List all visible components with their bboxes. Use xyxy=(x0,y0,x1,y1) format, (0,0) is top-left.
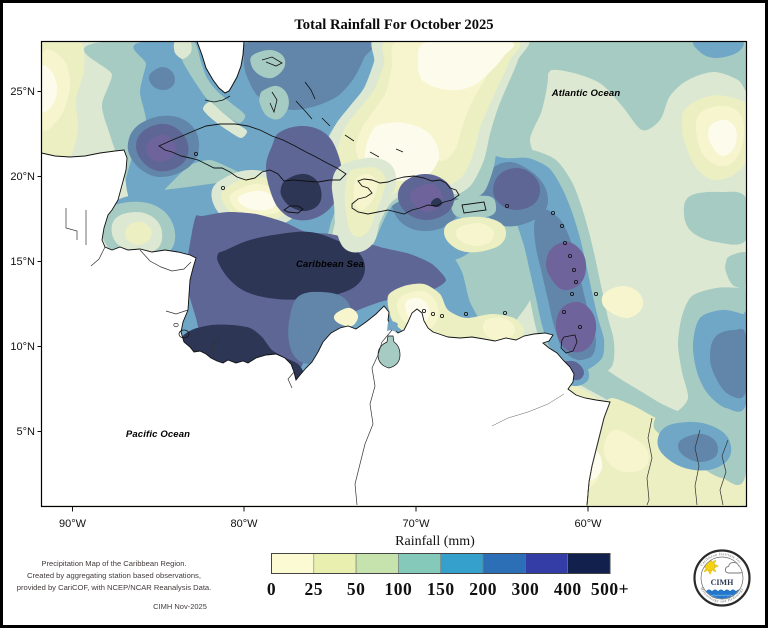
svg-text:90°W: 90°W xyxy=(59,518,87,530)
svg-text:0: 0 xyxy=(267,579,276,599)
svg-text:Pacific Ocean: Pacific Ocean xyxy=(126,429,190,440)
svg-text:15°N: 15°N xyxy=(10,256,35,268)
svg-text:provided by CariCOF, with NCEP: provided by CariCOF, with NCEP/NCAR Rean… xyxy=(17,583,212,592)
svg-text:500+: 500+ xyxy=(591,579,629,599)
svg-text:300: 300 xyxy=(512,579,540,599)
svg-text:10°N: 10°N xyxy=(10,341,35,353)
svg-text:Created by aggregating station: Created by aggregating station based obs… xyxy=(27,571,201,580)
svg-text:Atlantic Ocean: Atlantic Ocean xyxy=(551,88,621,99)
svg-text:25: 25 xyxy=(305,579,324,599)
svg-text:50: 50 xyxy=(347,579,366,599)
svg-text:100: 100 xyxy=(385,579,413,599)
svg-text:70°W: 70°W xyxy=(402,518,430,530)
svg-text:5°N: 5°N xyxy=(17,426,36,438)
svg-text:20°N: 20°N xyxy=(10,171,35,183)
svg-text:Precipitation Map of the Carib: Precipitation Map of the Caribbean Regio… xyxy=(41,559,186,568)
svg-text:Caribbean Sea: Caribbean Sea xyxy=(296,259,364,270)
svg-text:60°W: 60°W xyxy=(574,518,602,530)
svg-text:80°W: 80°W xyxy=(230,518,258,530)
svg-text:400: 400 xyxy=(554,579,582,599)
svg-text:CIMH: CIMH xyxy=(711,578,734,587)
svg-text:150: 150 xyxy=(427,579,455,599)
svg-text:Rainfall (mm): Rainfall (mm) xyxy=(395,534,475,549)
svg-text:Total Rainfall For October 202: Total Rainfall For October 2025 xyxy=(294,17,493,33)
svg-text:25°N: 25°N xyxy=(10,86,35,98)
svg-text:CIMH Nov-2025: CIMH Nov-2025 xyxy=(153,602,207,611)
svg-text:200: 200 xyxy=(469,579,497,599)
